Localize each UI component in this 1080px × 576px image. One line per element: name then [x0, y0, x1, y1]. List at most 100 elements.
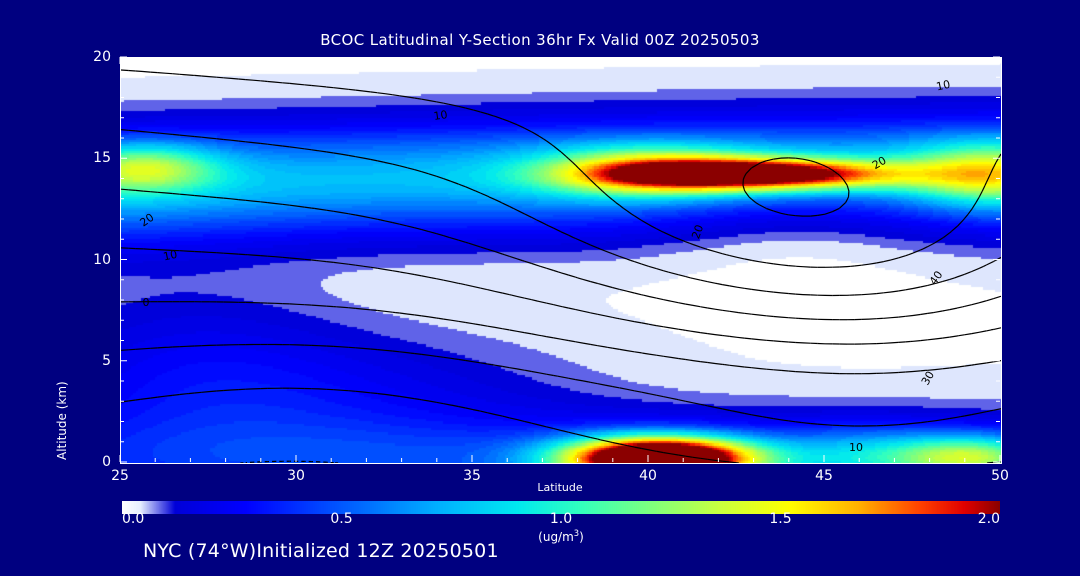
contour-segment: [842, 179, 848, 186]
contour-segment: [978, 190, 983, 198]
contour-segment: [443, 102, 450, 105]
contour-segment: [642, 352, 650, 355]
contour-segment: [758, 289, 767, 292]
contour-segment: [641, 391, 649, 395]
contour-segment: [742, 176, 745, 180]
contour-segment: [267, 80, 276, 83]
contour-segment: [252, 254, 261, 257]
contour-segment: [736, 411, 745, 414]
contour-segment: [568, 431, 576, 435]
contour-segment: [595, 184, 599, 188]
contour-segment: [179, 134, 188, 137]
contour-segment: [459, 283, 466, 286]
contour-segment: [188, 392, 195, 395]
contour-segment: [531, 216, 537, 221]
contour-segment: [159, 132, 166, 135]
contour-segment: [958, 334, 965, 337]
contour-segment: [992, 166, 995, 169]
contour-segment: [318, 150, 327, 153]
contour-segment: [121, 188, 129, 191]
contour-segment: [846, 196, 850, 201]
contour-segment: [560, 376, 569, 379]
contour-segment: [216, 196, 224, 199]
contour-segment: [142, 131, 151, 133]
colorbar-tick-label: 1.5: [769, 511, 792, 527]
contour-segment: [717, 283, 723, 286]
contour-segment: [142, 347, 151, 350]
contour-segment: [531, 262, 540, 267]
contour-segment: [758, 367, 767, 370]
contour-segment: [643, 294, 650, 298]
contour-segment: [355, 89, 364, 92]
contour-segment: [912, 422, 921, 424]
y-tick-label: 0: [102, 454, 111, 470]
contour-segment: [377, 349, 386, 351]
contour-segment: [700, 279, 708, 283]
contour-segment: [575, 237, 584, 243]
contour-segment: [975, 197, 980, 203]
contour-segment: [465, 186, 474, 191]
contour-segment: [736, 365, 745, 368]
contour-segment: [942, 278, 950, 283]
contour-segment: [989, 409, 994, 412]
contour-segment: [876, 292, 884, 295]
contour-segment: [964, 304, 972, 307]
contour-segment: [553, 227, 561, 233]
contour-segment: [219, 138, 224, 141]
contour-segment: [714, 334, 723, 337]
contour-segment: [898, 255, 906, 259]
contour-segment: [971, 302, 980, 306]
contour-segment: [678, 328, 683, 331]
contour-segment: [230, 77, 239, 80]
contour-segment: [135, 70, 144, 73]
contour-segment: [282, 203, 290, 206]
contour-segment: [744, 337, 752, 340]
contour-segment: [304, 206, 312, 209]
contour-segment: [377, 309, 386, 312]
contour-segment: [883, 317, 892, 319]
contour-segment: [964, 364, 972, 367]
contour-segment: [348, 307, 356, 309]
contour-segment: [934, 310, 943, 313]
contour-segment: [729, 285, 738, 288]
contour-segment: [468, 242, 474, 246]
contour-segment: [597, 438, 601, 441]
contour-segment: [414, 352, 422, 355]
contour-segment: [340, 211, 349, 215]
contour-segment: [340, 87, 349, 90]
contour-segment: [597, 383, 606, 386]
contour-segment: [663, 452, 672, 455]
contour-segment: [604, 284, 613, 289]
contour-segment: [744, 287, 752, 290]
contour-segment: [964, 271, 971, 275]
contour-segment: [540, 265, 547, 269]
contour-segment: [920, 284, 928, 288]
contour-segment: [762, 416, 767, 418]
contour-segment: [121, 129, 129, 131]
contour-segment: [656, 394, 664, 398]
contour-segment: [714, 308, 723, 311]
contour-segment: [766, 290, 774, 293]
contour-segment: [738, 312, 745, 314]
contour-segment: [252, 142, 261, 144]
contour-segment: [557, 375, 562, 378]
contour-label: 0: [143, 296, 150, 309]
contour-segment: [238, 78, 246, 81]
contour-segment: [612, 441, 620, 445]
contour-segment: [491, 364, 496, 366]
contour-segment: [504, 254, 510, 257]
contour-segment: [362, 157, 371, 160]
contour-segment: [238, 253, 246, 256]
contour-segment: [392, 221, 400, 225]
contour-segment: [414, 273, 422, 277]
contour-segment: [743, 189, 746, 192]
contour-segment: [414, 314, 422, 317]
contour-segment: [509, 329, 518, 332]
contour-segment: [546, 336, 554, 339]
colorbar-tick-label: 0.5: [330, 511, 353, 527]
contour-segment: [230, 198, 239, 201]
contour-segment: [781, 369, 789, 372]
contour-segment: [986, 260, 994, 266]
contour-segment: [612, 385, 620, 389]
contour-segment: [590, 280, 598, 285]
